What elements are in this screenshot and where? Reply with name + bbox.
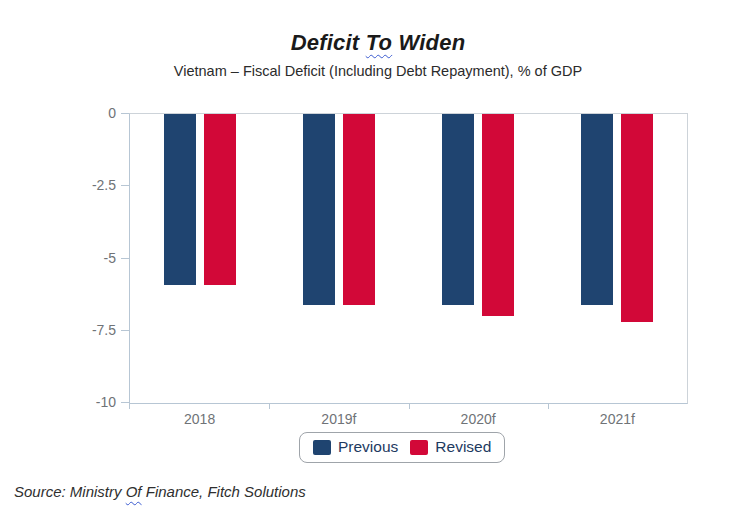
bar-previous-2019f (303, 114, 335, 305)
y-axis-tick (121, 402, 129, 403)
source-text-start: Source: Ministry (14, 483, 126, 500)
y-axis-overhang (129, 404, 130, 409)
bar-previous-2020f (442, 114, 474, 305)
chart-title-text-start: Deficit (291, 30, 366, 55)
x-axis-label-2021f: 2021f (572, 411, 662, 427)
x-axis-tick (548, 404, 549, 409)
y-axis-label: -5 (70, 249, 116, 267)
spellcheck-word-source: Of (126, 483, 142, 500)
y-axis-tick (121, 258, 129, 259)
y-axis-tick (121, 330, 129, 331)
chart-title-text-end: Widen (392, 30, 465, 55)
source-text-end: Finance, Fitch Solutions (142, 483, 306, 500)
bar-revised-2021f (621, 114, 653, 322)
legend-label-revised: Revised (435, 438, 491, 456)
x-axis-label-2019f: 2019f (294, 411, 384, 427)
y-axis-label: -2.5 (70, 176, 116, 194)
legend-label-previous: Previous (338, 438, 398, 456)
chart-canvas: Deficit To Widen Vietnam – Fiscal Defici… (0, 0, 756, 522)
x-axis-label-2020f: 2020f (433, 411, 523, 427)
source-note: Source: Ministry Of Finance, Fitch Solut… (14, 483, 306, 500)
bar-revised-2020f (482, 114, 514, 316)
x-axis-tick (409, 404, 410, 409)
chart-title: Deficit To Widen (0, 30, 756, 56)
spellcheck-word-title: To (366, 30, 392, 55)
plot-area (129, 113, 688, 404)
x-axis-tick (269, 404, 270, 409)
y-axis-tick (121, 185, 129, 186)
y-axis-label: -7.5 (70, 321, 116, 339)
legend-item-revised: Revised (410, 438, 491, 456)
legend-swatch-revised (410, 440, 428, 455)
y-axis-label: 0 (70, 104, 116, 122)
y-axis-tick (121, 113, 129, 114)
legend-item-previous: Previous (313, 438, 398, 456)
bar-previous-2018 (164, 114, 196, 285)
x-axis-label-2018: 2018 (155, 411, 245, 427)
y-axis-label: -10 (70, 393, 116, 411)
bar-revised-2019f (343, 114, 375, 305)
legend-swatch-previous (313, 440, 331, 455)
bar-revised-2018 (204, 114, 236, 285)
bar-previous-2021f (581, 114, 613, 305)
chart-legend: Previous Revised (299, 432, 505, 463)
chart-subtitle: Vietnam – Fiscal Deficit (Including Debt… (0, 63, 756, 79)
